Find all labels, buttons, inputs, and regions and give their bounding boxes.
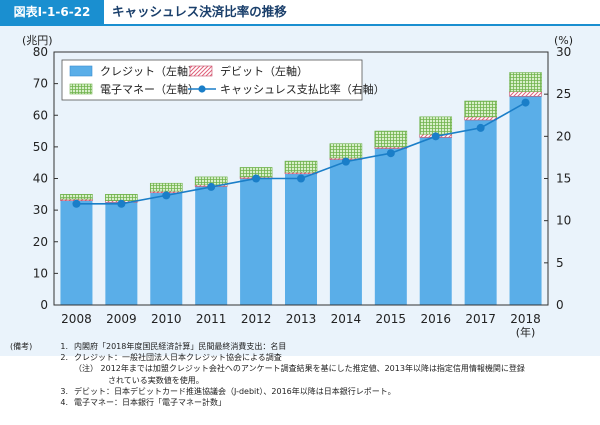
left-axis-tick-label: 50 [33,140,48,154]
x-tick-label: 2013 [286,312,317,326]
legend-label: 電子マネー（左軸） [100,82,199,96]
x-tick-label: 2016 [420,312,451,326]
bar-emoney [509,72,542,92]
bar-emoney [464,100,497,118]
legend-label: クレジット（左軸） [100,64,199,78]
ratio-point [341,157,350,166]
ratio-point [521,98,530,107]
bar-credit [374,148,407,305]
left-axis-tick-label: 20 [33,235,48,249]
right-axis-tick-label: 20 [556,129,571,143]
legend-swatch [189,65,213,77]
right-axis-tick-label: 25 [556,87,571,101]
bar-credit [509,96,542,306]
right-axis-unit: (%) [554,34,573,47]
left-axis-tick-label: 80 [33,45,48,59]
note-number: 4. [60,398,68,408]
note-number: 3. [60,386,68,396]
legend-label: デビット（左軸） [220,64,308,78]
left-axis-tick-label: 30 [33,203,48,217]
right-axis-tick-label: 10 [556,214,571,228]
ratio-point [207,182,216,191]
left-axis-tick-label: 10 [33,266,48,280]
bar-credit [60,200,93,305]
ratio-point [117,199,126,208]
notes-section: (備考) 1. 内閣府「2018年度国民経済計算」民間最終消費支出：名目 2. … [10,341,595,408]
bar-emoney [60,194,93,200]
note-subnote: （注） 2012年までは加盟クレジット会社へのアンケート調査結果を基にした推定値… [74,364,525,374]
bar-credit [240,178,273,305]
ratio-point [386,149,395,158]
note-text: デビット：日本デビットカード推進協議会（J-debit）、2016年以降は日本銀… [74,386,396,396]
legend-swatch [69,65,93,77]
left-axis-unit: (兆円) [22,34,53,47]
left-axis-tick-label: 40 [33,172,48,186]
bar-emoney [149,182,183,192]
x-axis-unit: (年) [516,325,536,339]
x-tick-label: 2011 [196,312,227,326]
ratio-point [297,174,305,183]
x-tick-label: 2017 [465,312,496,326]
legend-swatch [69,83,93,95]
note-text: クレジット：一般社団法人日本クレジット協会による調査 [74,353,282,363]
ratio-point [431,132,440,141]
ratio-point [72,199,81,208]
bar-credit [150,192,183,305]
right-axis-tick-label: 30 [556,45,571,59]
legend-marker [198,85,206,93]
bar-credit [464,119,497,306]
left-axis-tick-label: 70 [33,77,48,91]
x-tick-label: 2018 [510,312,541,326]
note-item-3: 3. デビット：日本デビットカード推進協議会（J-debit）、2016年以降は… [10,386,595,397]
x-tick-label: 2014 [331,312,362,326]
bar-emoney [105,194,138,201]
bar-emoney [329,143,363,159]
x-tick-label: 2010 [151,312,182,326]
note-subnote-cont: されている実数値を使用。 [108,375,204,385]
note-number: 2. [60,353,68,363]
ratio-point [476,123,485,132]
note-item-1: (備考) 1. 内閣府「2018年度国民経済計算」民間最終消費支出：名目 [10,341,595,352]
x-tick-label: 2009 [106,312,137,326]
right-axis-tick-label: 15 [556,172,571,186]
x-tick-label: 2015 [376,312,407,326]
note-text: 電子マネー：日本銀行「電子マネー計数」 [74,398,226,408]
ratio-point [252,174,261,183]
bar-credit [329,159,362,305]
notes-label: (備考) [10,342,33,351]
legend-label: キャッシュレス支払比率（右軸） [220,82,385,96]
note-text: 内閣府「2018年度国民経済計算」民間最終消費支出：名目 [74,342,287,351]
left-axis-tick-label: 60 [33,108,48,122]
figure-label: 図表Ⅰ-1-6-22 [0,0,104,24]
note-item-2: 2. クレジット：一般社団法人日本クレジット協会による調査 [10,352,595,363]
note-number: 1. [60,342,68,351]
right-axis-tick-label: 0 [556,298,564,312]
bar-debit [509,91,542,97]
figure-title: キャッシュレス決済比率の推移 [112,4,287,19]
bar-emoney [374,130,408,148]
bar-credit [105,202,138,305]
note-item-4: 4. 電子マネー：日本銀行「電子マネー計数」 [10,397,595,408]
x-tick-label: 2008 [61,312,92,326]
bar-debit [464,116,497,121]
left-axis-tick-label: 0 [40,298,48,312]
x-tick-label: 2012 [241,312,272,326]
bar-emoney [419,116,453,135]
cashless-chart: 01020304050607080(兆円)051015202530(%)2008… [22,34,573,339]
ratio-point [162,191,171,200]
bar-credit [285,173,317,305]
bar-emoney [284,160,318,173]
right-axis-tick-label: 5 [556,256,564,270]
figure-header: 図表Ⅰ-1-6-22 キャッシュレス決済比率の推移 [0,0,600,26]
bar-credit [195,186,228,305]
bar-credit [419,137,452,305]
